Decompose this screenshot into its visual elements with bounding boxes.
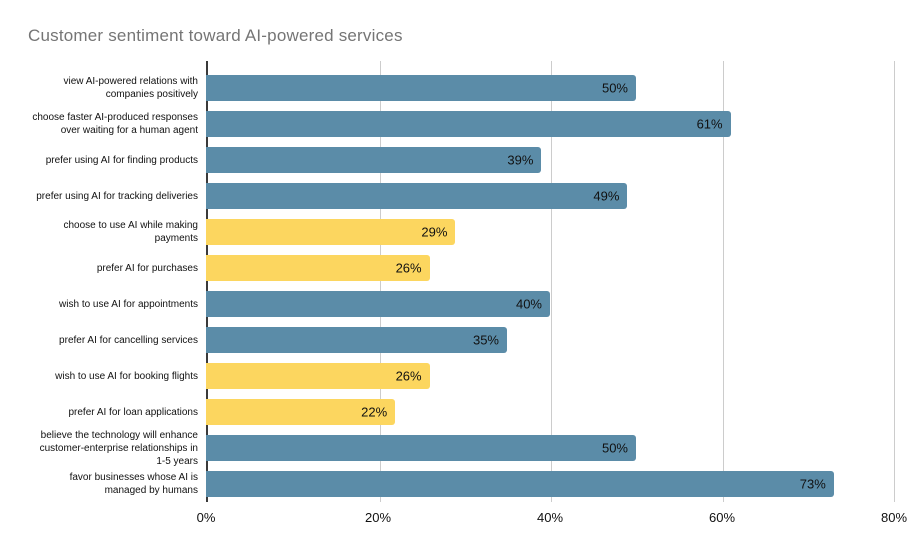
bar: 22%: [206, 399, 396, 425]
bar-track: 49%: [206, 183, 894, 209]
bar: 73%: [206, 471, 834, 497]
bar-row: prefer using AI for finding products 39%: [28, 142, 894, 178]
bar-track: 50%: [206, 435, 894, 461]
bar: 61%: [206, 111, 731, 137]
bar-value-label: 40%: [515, 296, 542, 312]
bar-row: believe the technology will enhance cust…: [28, 429, 894, 467]
bar-row: view AI-powered relations with companies…: [28, 70, 894, 106]
bar: 26%: [206, 255, 430, 281]
category-label: prefer AI for loan applications: [68, 406, 198, 418]
bar-value-label: 26%: [395, 260, 422, 276]
category-label: view AI-powered relations with companies…: [63, 76, 198, 100]
bar: 29%: [206, 219, 456, 245]
bar-value-label: 22%: [361, 404, 388, 420]
category-label: believe the technology will enhance cust…: [39, 429, 198, 467]
bar-track: 39%: [206, 147, 894, 173]
bar-rows: view AI-powered relations with companies…: [28, 61, 895, 502]
bar-value-label: 49%: [593, 188, 620, 204]
bar-value-label: 61%: [696, 116, 723, 132]
bar: 50%: [206, 435, 636, 461]
bar-track: 50%: [206, 75, 894, 101]
x-axis-tick-label: 80%: [880, 510, 908, 525]
bar: 26%: [206, 363, 430, 389]
chart-title: Customer sentiment toward AI-powered ser…: [28, 26, 403, 45]
bar-value-label: 35%: [472, 332, 499, 348]
bar-value-label: 73%: [799, 476, 826, 492]
bar-row: favor businesses whose AI is managed by …: [28, 466, 894, 502]
category-label: choose faster AI-produced responses over…: [32, 112, 198, 136]
gridline: [894, 61, 895, 502]
category-label: wish to use AI for booking flights: [55, 370, 198, 382]
chart-page: Customer sentiment toward AI-powered ser…: [28, 26, 907, 532]
x-axis-tick-label: 0%: [196, 510, 216, 525]
bar: 39%: [206, 147, 542, 173]
category-label: prefer AI for cancelling services: [59, 334, 198, 346]
bar-track: 22%: [206, 399, 894, 425]
bar-track: 40%: [206, 291, 894, 317]
bar-track: 26%: [206, 255, 894, 281]
bar-row: prefer AI for purchases 26%: [28, 250, 894, 286]
category-label: wish to use AI for appointments: [59, 298, 198, 310]
bar: 40%: [206, 291, 550, 317]
category-label: favor businesses whose AI is managed by …: [69, 472, 198, 496]
bar-row: prefer AI for loan applications 22%: [28, 394, 894, 430]
x-axis-tick-label: 20%: [364, 510, 392, 525]
bar: 35%: [206, 327, 507, 353]
x-axis-tick-label: 40%: [536, 510, 564, 525]
x-axis: 0% 20% 40% 60% 80%: [197, 502, 907, 532]
bar: 50%: [206, 75, 636, 101]
bar-row: prefer AI for cancelling services 35%: [28, 322, 894, 358]
bar-track: 26%: [206, 363, 894, 389]
bar-value-label: 26%: [395, 368, 422, 384]
bar-value-label: 39%: [507, 152, 534, 168]
bar: 49%: [206, 183, 628, 209]
x-axis-tick-label: 60%: [708, 510, 736, 525]
bar-row: prefer using AI for tracking deliveries 4…: [28, 178, 894, 214]
category-label: prefer using AI for tracking deliveries: [36, 190, 198, 202]
bar-track: 61%: [206, 111, 894, 137]
category-label: choose to use AI while making payments: [63, 220, 198, 244]
bar-value-label: 50%: [601, 80, 628, 96]
bar-value-label: 50%: [601, 440, 628, 456]
category-label: prefer AI for purchases: [96, 262, 198, 274]
bar-chart: view AI-powered relations with companies…: [28, 61, 907, 532]
bar-row: wish to use AI for booking flights 26%: [28, 358, 894, 394]
bar-track: 73%: [206, 471, 894, 497]
bar-row: choose faster AI-produced responses over…: [28, 106, 894, 142]
category-label: prefer using AI for finding products: [45, 154, 198, 166]
bar-value-label: 29%: [421, 224, 448, 240]
bar-track: 29%: [206, 219, 894, 245]
bar-row: choose to use AI while making payments 29…: [28, 214, 894, 250]
bar-row: wish to use AI for appointments 40%: [28, 286, 894, 322]
bar-track: 35%: [206, 327, 894, 353]
